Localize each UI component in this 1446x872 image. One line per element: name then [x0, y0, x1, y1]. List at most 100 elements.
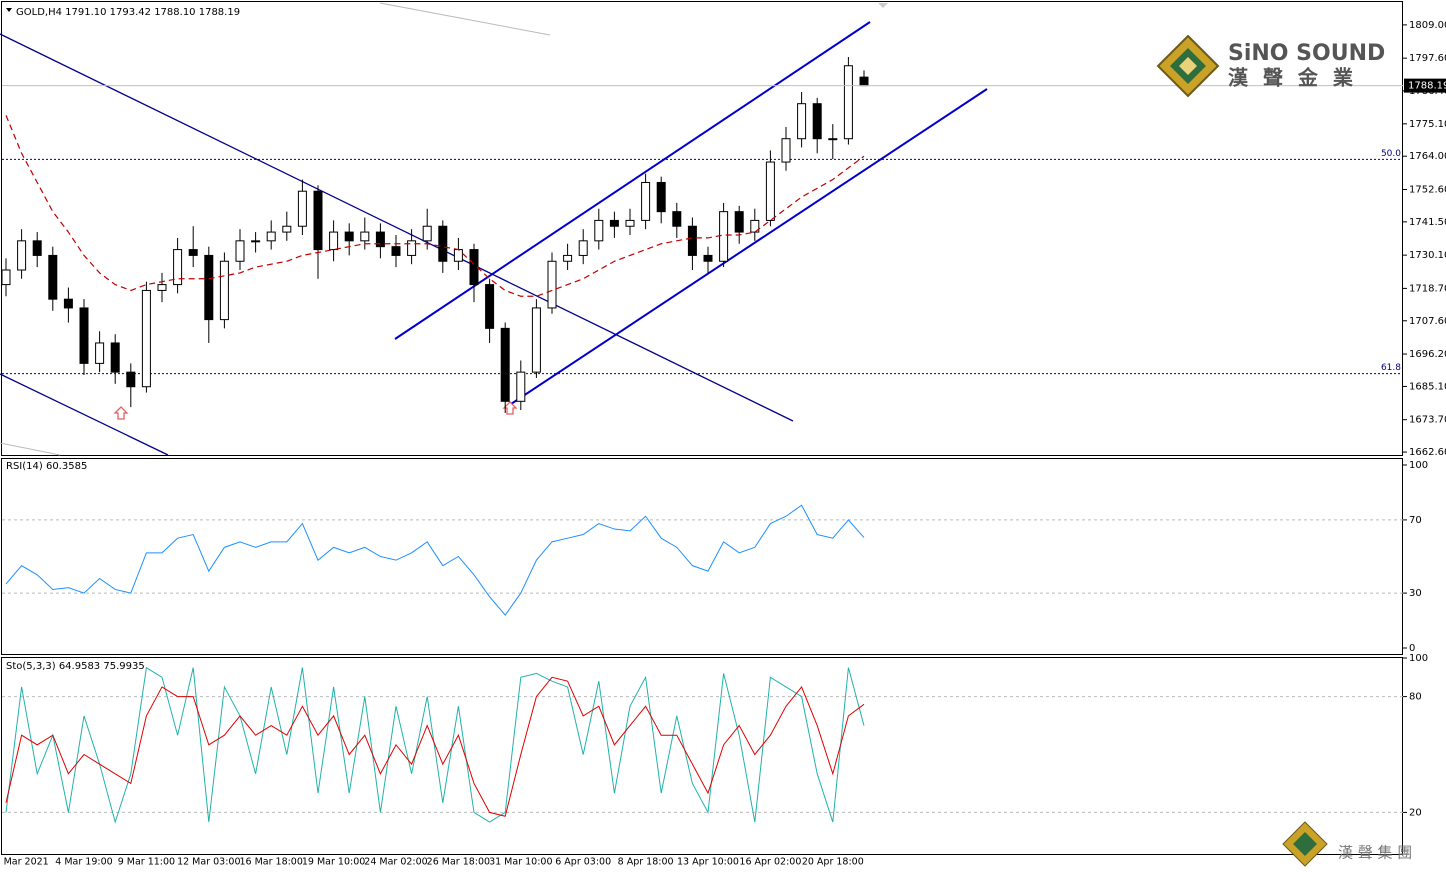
y-tick-label: 1797.60: [1409, 53, 1446, 64]
candle-body: [797, 103, 807, 140]
arrow-up: [502, 401, 518, 415]
candle-body: [781, 138, 791, 163]
x-tick-label: 12 Mar 03:00: [177, 857, 240, 868]
panel-title: RSI(14) 60.3585: [6, 461, 87, 472]
candle-body: [547, 260, 557, 309]
panel-title: GOLD,H4 1791.10 1793.42 1788.10 1788.19: [16, 7, 240, 18]
y-tick-label: 1730.10: [1409, 250, 1446, 261]
candle-body: [422, 225, 432, 242]
candle-body: [95, 342, 105, 364]
logo-cn: 漢 聲 金 業: [1228, 66, 1357, 90]
x-tick-label: 26 Mar 18:00: [427, 857, 490, 868]
y-tick-label: 1775.10: [1409, 119, 1446, 130]
candle-body: [516, 371, 526, 402]
marker: [878, 3, 888, 8]
y-tick-label: 0: [1409, 643, 1415, 654]
candle-body: [32, 240, 42, 256]
y-tick-label: 1809.00: [1409, 20, 1446, 31]
drawings: [0, 2, 988, 456]
candle-body: [812, 103, 822, 140]
candle-body: [469, 249, 479, 286]
y-tick-label: 70: [1409, 515, 1422, 526]
x-tick-label: 19 Mar 10:00: [302, 857, 365, 868]
indicator-line: [5, 676, 865, 817]
watermark-text: 漢 聲 集 團: [1338, 844, 1412, 862]
trend-line: [0, 33, 794, 422]
candle-body: [17, 240, 27, 271]
y-tick-label: 1673.70: [1409, 415, 1446, 426]
logo: SiNO SOUND 漢 聲 金 業 漢 聲 集 團: [1156, 34, 1412, 867]
y-tick-label: 100: [1409, 460, 1428, 471]
candle-body: [500, 327, 510, 402]
menu-arrow[interactable]: [6, 8, 12, 12]
candle-body: [485, 284, 495, 329]
y-tick-label: 1696.20: [1409, 349, 1446, 360]
candle-body: [563, 254, 573, 262]
watermark-inner: [1293, 832, 1317, 856]
channel-lower: [507, 88, 988, 407]
x-tick-label: 24 Mar 02:00: [364, 857, 427, 868]
candle-body: [859, 76, 869, 87]
candle-body: [157, 284, 167, 291]
candle-body: [110, 342, 120, 373]
indicator-line: [5, 666, 865, 824]
panel-title: Sto(5,3,3) 64.9583 75.9935: [6, 661, 145, 672]
plot-layer: 1662.60 1673.70 1685.10 1696.20 1707.60 1718.…: [0, 7, 1446, 868]
y-tick-label: 20: [1409, 807, 1422, 818]
candle-body: [204, 254, 214, 321]
x-tick-label: 31 Mar 10:00: [489, 857, 552, 868]
x-tick-label: 6 Apr 03:00: [555, 857, 611, 868]
y-tick-label: 1718.70: [1409, 283, 1446, 294]
price-tag: [1404, 78, 1446, 93]
candle-body: [828, 138, 838, 141]
moving-average: [5, 115, 865, 297]
candle-body: [641, 181, 651, 221]
candle-body: [344, 231, 354, 242]
x-tick-label: 2 Mar 2021: [0, 857, 49, 868]
candle-body: [126, 371, 136, 388]
main-panel: [1, 1, 1403, 456]
candle-body: [609, 219, 619, 227]
candle-body: [79, 307, 89, 364]
candle-body: [297, 190, 307, 227]
candle-body: [266, 231, 276, 242]
candle-body: [173, 249, 183, 286]
x-tick-label: 20 Apr 18:00: [802, 857, 864, 868]
candle-body: [734, 211, 744, 233]
candle-body: [703, 254, 713, 262]
trend-line: [379, 2, 551, 36]
fib-label: 61.8: [1381, 363, 1401, 373]
y-tick-label: 30: [1409, 588, 1422, 599]
candle-body: [656, 181, 666, 213]
fib-label: 50.0: [1381, 149, 1401, 159]
candle-body: [765, 161, 775, 221]
y-tick-label: 100: [1409, 653, 1428, 664]
y-tick-label: 1707.60: [1409, 316, 1446, 327]
candle-body: [672, 211, 682, 227]
price-label: 1788.19: [1408, 81, 1446, 92]
candle-body: [188, 249, 198, 256]
candle-body: [625, 219, 635, 227]
x-tick-label: 8 Apr 18:00: [618, 857, 674, 868]
indicator-line: [5, 504, 865, 616]
candle-body: [407, 240, 417, 256]
candle-body: [282, 225, 292, 233]
candle-body: [251, 240, 261, 243]
candle-body: [141, 289, 151, 388]
y-tick-label: 1662.60: [1409, 447, 1446, 458]
candle-body: [578, 240, 588, 256]
candle-body: [438, 225, 448, 262]
candle-body: [235, 240, 245, 262]
x-tick-label: 16 Apr 02:00: [739, 857, 801, 868]
candle-body: [750, 219, 760, 233]
candle-body: [453, 249, 463, 262]
candle-body: [360, 231, 370, 242]
candle-body: [313, 190, 323, 251]
x-tick-label: 13 Apr 10:00: [677, 857, 739, 868]
candle-body: [329, 231, 339, 251]
candle-body: [48, 254, 58, 300]
x-tick-label: 9 Mar 11:00: [118, 857, 175, 868]
candle-body: [391, 246, 401, 256]
